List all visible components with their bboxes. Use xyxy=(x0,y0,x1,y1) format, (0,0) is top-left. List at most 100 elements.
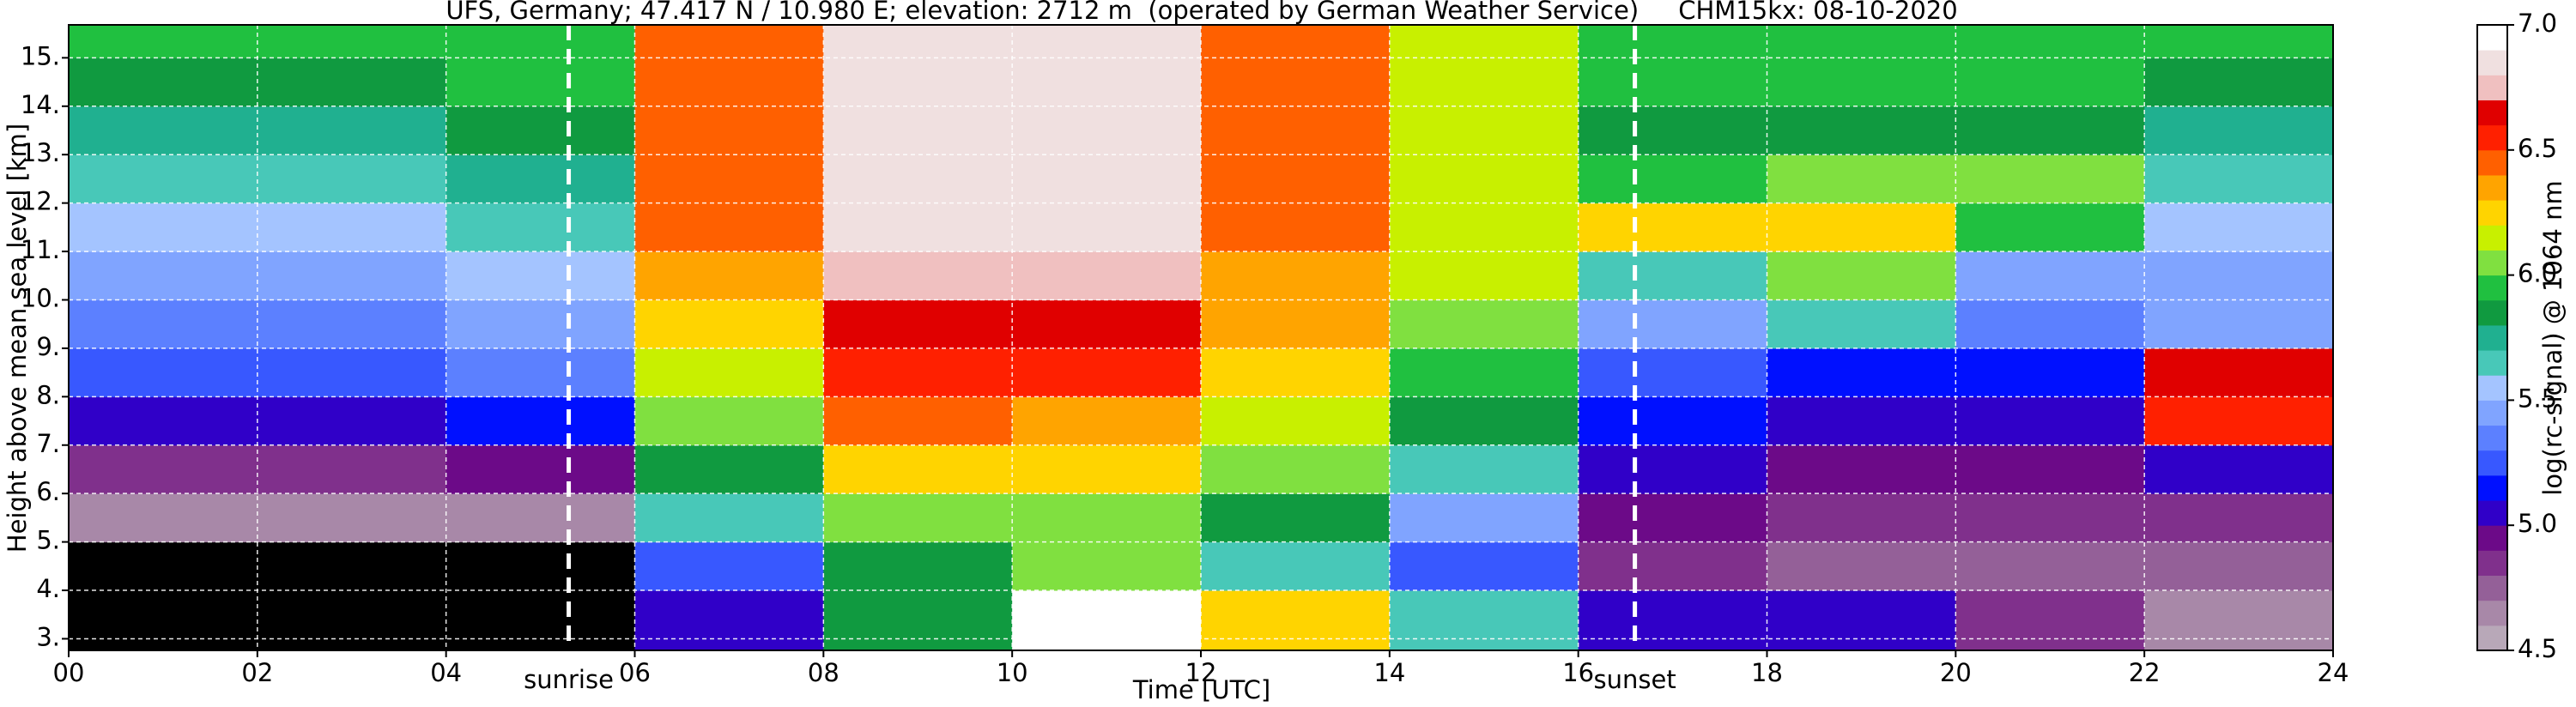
colorbar-segment xyxy=(2477,375,2507,401)
heatmap-cell xyxy=(1955,590,2145,651)
heatmap-cell xyxy=(1767,590,1956,651)
heatmap-cell xyxy=(1012,106,1202,155)
heatmap-cell xyxy=(1578,251,1767,300)
heatmap-cell xyxy=(1201,57,1391,107)
y-tick-label: 7. xyxy=(36,429,60,458)
x-tick-label: 14 xyxy=(1373,658,1405,687)
plot-frame xyxy=(68,24,2334,651)
heatmap-cell xyxy=(445,106,635,155)
colorbar-segment xyxy=(2477,225,2507,251)
y-tick-label: 3. xyxy=(36,622,60,651)
colorbar-segment xyxy=(2477,200,2507,226)
colorbar-segment xyxy=(2477,100,2507,126)
x-tick-label: 08 xyxy=(808,658,839,687)
heatmap-cell xyxy=(1201,444,1391,494)
heatmap-cell xyxy=(823,590,1013,651)
heatmap-cell xyxy=(257,25,447,58)
heatmap-cell xyxy=(1201,154,1391,204)
heatmap-cell xyxy=(2144,347,2334,397)
heatmap-cell xyxy=(257,590,447,651)
heatmap-cell xyxy=(1955,493,2145,543)
heatmap-cell xyxy=(1389,541,1579,591)
colorbar-tick-label: 5.5 xyxy=(2518,384,2557,413)
heatmap-cell xyxy=(1578,154,1767,204)
heatmap-cell xyxy=(634,347,824,397)
y-tick-label: 9. xyxy=(36,332,60,361)
heatmap-cell xyxy=(445,25,635,58)
heatmap-cell xyxy=(69,541,258,591)
colorbar-segment xyxy=(2477,25,2507,51)
y-tick-label: 5. xyxy=(36,526,60,555)
x-tick-label: 16 xyxy=(1562,658,1594,687)
heatmap-cell xyxy=(1578,493,1767,543)
y-tick-label: 10. xyxy=(21,283,60,312)
x-tick-label: 00 xyxy=(53,658,85,687)
heatmap-cell xyxy=(1955,25,2145,58)
colorbar-tick-label: 5.0 xyxy=(2518,509,2557,538)
heatmap-cell xyxy=(823,299,1013,349)
heatmap-cell xyxy=(1012,57,1202,107)
heatmap-cell xyxy=(2144,493,2334,543)
heatmap-cell xyxy=(445,590,635,651)
heatmap-cell xyxy=(1389,57,1579,107)
heatmap-cell xyxy=(1389,251,1579,300)
heatmap-cell xyxy=(1767,396,1956,446)
heatmap-cell xyxy=(2144,251,2334,300)
y-tick-label: 13. xyxy=(21,138,60,167)
heatmap-cell xyxy=(1389,444,1579,494)
heatmap-cell xyxy=(1012,396,1202,446)
x-tick-label: 20 xyxy=(1940,658,1972,687)
heatmap-cell xyxy=(1201,396,1391,446)
colorbar-tick-label: 6.0 xyxy=(2518,259,2557,288)
heatmap-cell xyxy=(823,396,1013,446)
y-tick-label: 14. xyxy=(21,90,60,119)
heatmap-cell xyxy=(1012,25,1202,58)
x-tick-label: 24 xyxy=(2318,658,2349,687)
colorbar-segment xyxy=(2477,50,2507,76)
heatmap-cell xyxy=(1767,251,1956,300)
chart-title: UFS, Germany; 47.417 N / 10.980 E; eleva… xyxy=(445,0,1957,25)
colorbar-segment xyxy=(2477,625,2507,651)
heatmap-cell xyxy=(1201,299,1391,349)
heatmap-cell xyxy=(1578,541,1767,591)
heatmap-cell xyxy=(1578,106,1767,155)
heatmap-cell xyxy=(634,106,824,155)
heatmap-cell xyxy=(1955,299,2145,349)
heatmap-cell xyxy=(634,251,824,300)
colorbar-segment xyxy=(2477,525,2507,551)
heatmap-cell xyxy=(1389,493,1579,543)
heatmap-cell xyxy=(1955,202,2145,252)
heatmap-cell xyxy=(1201,106,1391,155)
heatmap-cell xyxy=(1955,251,2145,300)
y-tick-label: 11. xyxy=(21,235,60,264)
heatmap-cell xyxy=(1389,590,1579,651)
colorbar-segment xyxy=(2477,500,2507,526)
heatmap-cell xyxy=(445,444,635,494)
y-tick-label: 4. xyxy=(36,574,60,603)
heatmap-cell xyxy=(2144,106,2334,155)
colorbar-segment xyxy=(2477,350,2507,376)
heatmap-cell xyxy=(257,541,447,591)
colorbar-segment xyxy=(2477,324,2507,351)
heatmap-cell xyxy=(2144,541,2334,591)
heatmap-cell xyxy=(823,154,1013,204)
heatmap-cell xyxy=(2144,396,2334,446)
heatmap-cell xyxy=(445,154,635,204)
heatmap-cell xyxy=(1201,25,1391,58)
heatmap-cell xyxy=(634,154,824,204)
heatmap-cell xyxy=(257,396,447,446)
heatmap-cell xyxy=(1201,493,1391,543)
heatmap-cell xyxy=(634,202,824,252)
heatmap-cell xyxy=(1389,299,1579,349)
heatmap-cell xyxy=(2144,590,2334,651)
heatmap-cell xyxy=(69,347,258,397)
heatmap-cell xyxy=(1578,444,1767,494)
heatmap-cell xyxy=(69,57,258,107)
heatmap-cell xyxy=(1012,347,1202,397)
heatmap-cell xyxy=(1767,444,1956,494)
heatmap-cell xyxy=(1012,541,1202,591)
heatmap-cell xyxy=(823,444,1013,494)
x-tick-label: 04 xyxy=(430,658,462,687)
colorbar-segment xyxy=(2477,575,2507,601)
heatmap-cell xyxy=(1955,154,2145,204)
